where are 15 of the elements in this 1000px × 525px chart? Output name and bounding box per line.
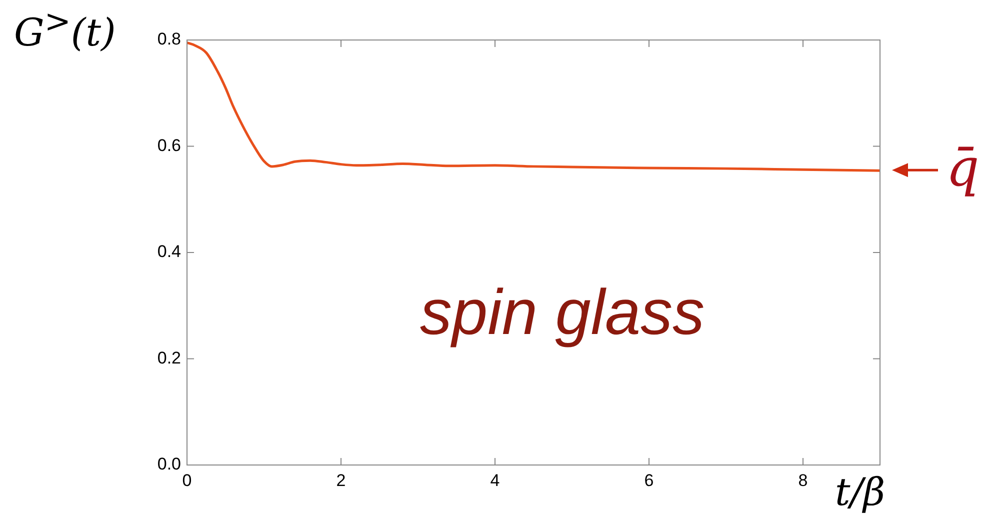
x-tick-label: 0 [182,470,192,490]
y-tick-label: 0.6 [157,136,181,155]
y-tick-label: 0.4 [157,242,181,262]
y-tick-label: 0.2 [157,348,181,368]
y-tick-label: 0.8 [157,30,181,49]
x-tick-label: 4 [490,470,500,490]
annotation: q̄ [946,138,980,199]
y-tick-label: 0.0 [157,454,181,474]
x-tick-label: 2 [336,470,346,490]
x-tick-label: 8 [798,470,808,490]
line-series [187,41,880,172]
x-axis-title: t/β [835,470,886,514]
x-tick-label: 6 [644,470,654,490]
y-axis-title: G$^{>}$(t) [14,4,116,55]
annotation: spin glass [420,275,705,349]
